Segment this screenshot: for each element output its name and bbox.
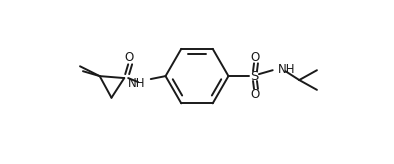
Text: S: S	[250, 70, 258, 83]
Text: NH: NH	[278, 63, 295, 76]
Text: NH: NH	[127, 77, 145, 91]
Text: O: O	[250, 51, 260, 64]
Text: O: O	[125, 51, 134, 64]
Text: O: O	[250, 88, 260, 101]
